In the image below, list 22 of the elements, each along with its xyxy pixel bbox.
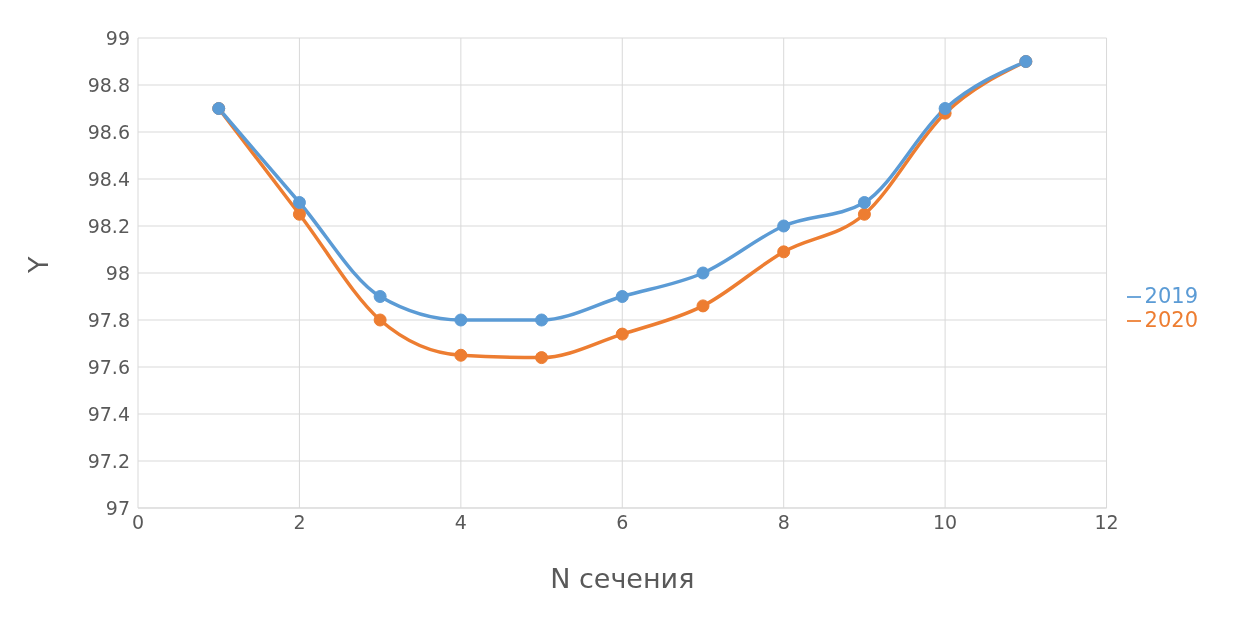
legend-label: 2019 xyxy=(1144,284,1198,308)
y-tick-label: 97.2 xyxy=(87,449,130,472)
x-axis-title: N сечения xyxy=(550,563,695,594)
x-tick-label: 0 xyxy=(131,511,145,534)
x-tick-label: 4 xyxy=(454,511,467,534)
y-tick-label: 98.8 xyxy=(87,73,130,96)
y-tick-label: 97.6 xyxy=(87,355,130,378)
y-tick-label: 97 xyxy=(105,496,130,519)
y-tick-label: 99 xyxy=(105,26,130,49)
y-tick-label: 97.8 xyxy=(87,308,130,331)
x-tick-label: 2 xyxy=(293,511,306,534)
y-tick-label: 98.6 xyxy=(87,120,130,143)
y-tick-label: 98.2 xyxy=(87,214,130,237)
x-tick-label: 6 xyxy=(616,511,629,534)
y-tick-label: 97.4 xyxy=(87,402,130,425)
y-tick-label: 98 xyxy=(105,261,130,284)
y-tick-label: 98.4 xyxy=(87,167,130,190)
x-tick-label: 8 xyxy=(777,511,790,534)
legend-label: 2020 xyxy=(1144,308,1198,332)
x-tick-label: 12 xyxy=(1094,511,1119,534)
x-tick-label: 10 xyxy=(933,511,958,534)
y-axis-title: Y xyxy=(22,256,54,274)
